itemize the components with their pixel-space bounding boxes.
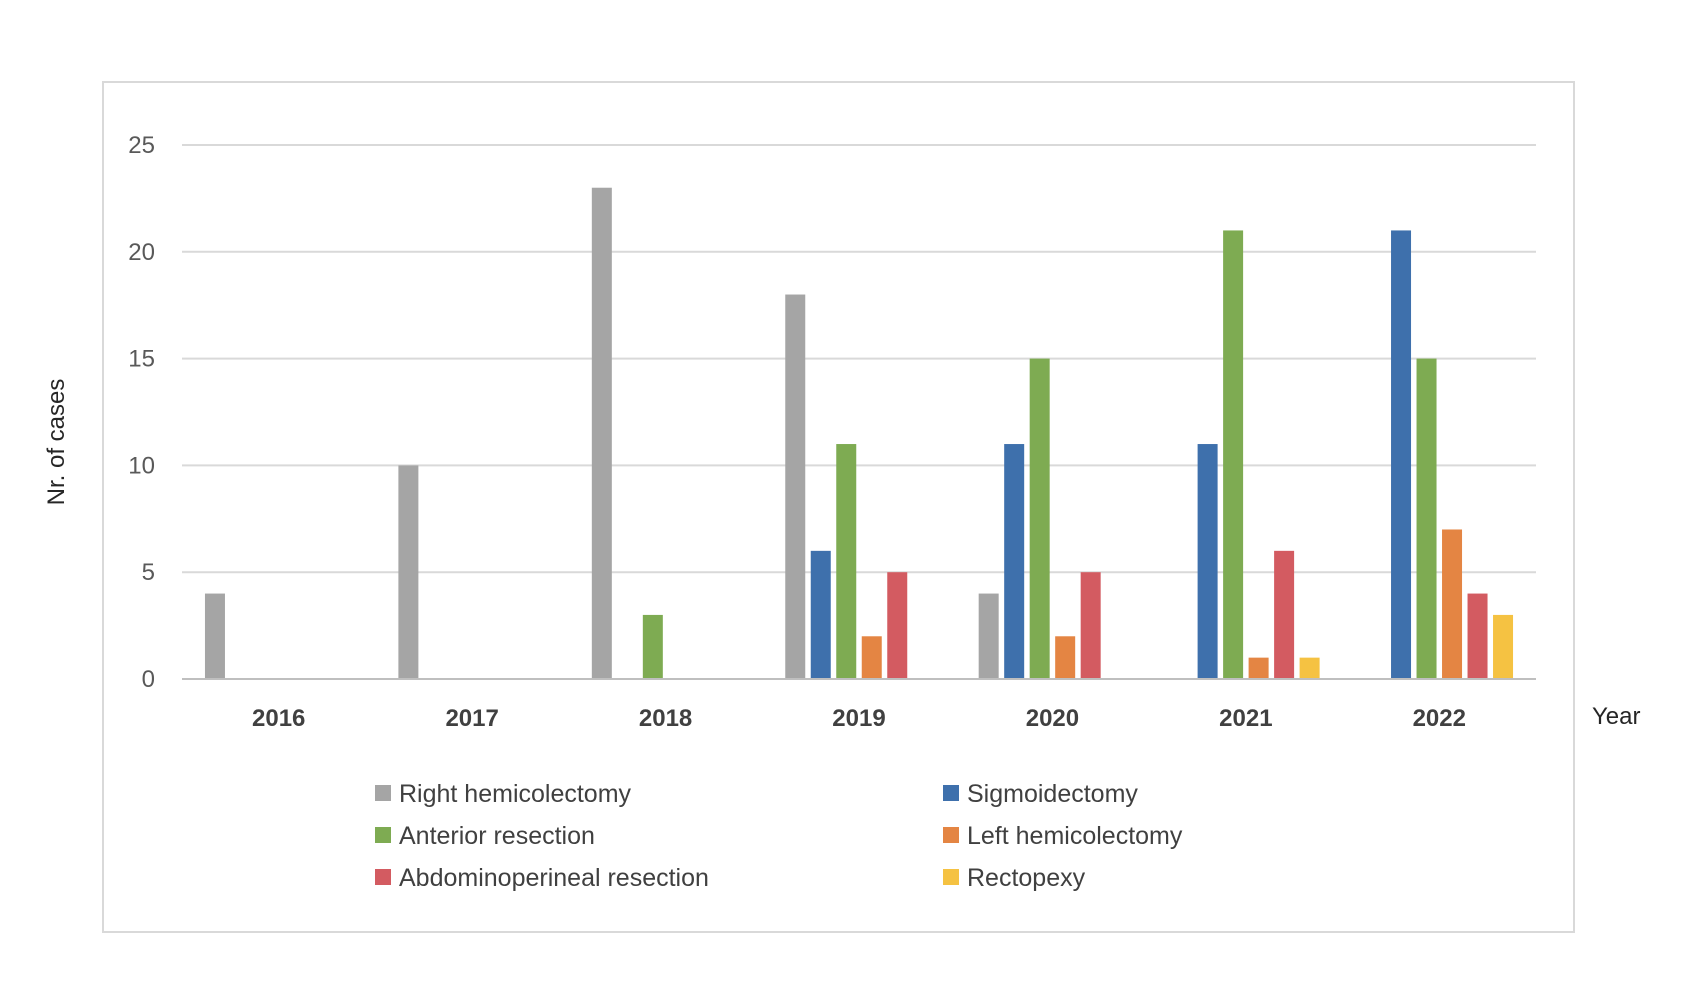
bar <box>1223 230 1244 679</box>
legend-item: Sigmoidectomy <box>943 780 1138 808</box>
bar <box>1029 358 1050 679</box>
y-tick-label: 20 <box>128 239 155 266</box>
bar <box>861 636 882 679</box>
y-tick-label: 25 <box>128 132 155 159</box>
legend-label: Left hemicolectomy <box>967 822 1183 850</box>
legend-label: Rectopexy <box>967 864 1086 892</box>
bar <box>1055 636 1076 679</box>
bar <box>1248 657 1269 679</box>
legend-swatch <box>943 827 959 843</box>
bar <box>204 593 225 679</box>
x-tick-label: 2018 <box>639 705 692 732</box>
bar <box>1467 593 1488 679</box>
bar <box>1391 230 1412 679</box>
y-axis-ticks: 0 5 10 15 20 25 <box>128 132 155 693</box>
bar <box>1299 657 1320 679</box>
legend-swatch <box>943 869 959 885</box>
legend-swatch <box>375 827 391 843</box>
y-tick-label: 0 <box>142 666 155 693</box>
legend-swatch <box>943 785 959 801</box>
legend-swatch <box>375 785 391 801</box>
bar <box>591 187 612 679</box>
bars <box>204 187 1514 679</box>
x-tick-label: 2022 <box>1413 705 1466 732</box>
bar <box>887 572 908 679</box>
legend-item: Abdominoperineal resection <box>375 864 709 892</box>
legend-label: Anterior resection <box>399 822 595 850</box>
x-axis-title: Year <box>1592 703 1641 730</box>
legend-label: Sigmoidectomy <box>967 780 1138 808</box>
legend-item: Rectopexy <box>943 864 1086 892</box>
y-axis-title: Nr. of cases <box>43 379 70 506</box>
bar <box>1004 444 1025 679</box>
bar <box>1274 550 1295 679</box>
x-tick-label: 2016 <box>252 705 305 732</box>
legend-label: Abdominoperineal resection <box>399 864 709 892</box>
x-tick-label: 2021 <box>1219 705 1272 732</box>
y-tick-label: 10 <box>128 452 155 479</box>
legend-item: Left hemicolectomy <box>943 822 1183 850</box>
legend-item: Right hemicolectomy <box>375 780 632 808</box>
x-axis-categories: 2016 2017 2018 2019 2020 2021 2022 <box>252 705 1466 732</box>
bar <box>785 294 806 679</box>
bar <box>836 444 857 679</box>
x-tick-label: 2019 <box>832 705 885 732</box>
bar <box>810 550 831 679</box>
bar <box>1080 572 1101 679</box>
bar <box>978 593 999 679</box>
bar <box>1442 529 1463 679</box>
bar <box>1493 614 1514 679</box>
y-tick-label: 15 <box>128 346 155 373</box>
legend-label: Right hemicolectomy <box>399 780 632 808</box>
legend-item: Anterior resection <box>375 822 595 850</box>
bar <box>1197 444 1218 679</box>
legend-swatch <box>375 869 391 885</box>
bar <box>642 614 663 679</box>
legend: Right hemicolectomy Sigmoidectomy Anterior… <box>375 780 1183 892</box>
y-tick-label: 5 <box>142 559 155 586</box>
x-tick-label: 2017 <box>445 705 498 732</box>
bar <box>1416 358 1437 679</box>
bar <box>398 465 419 679</box>
x-tick-label: 2020 <box>1026 705 1079 732</box>
